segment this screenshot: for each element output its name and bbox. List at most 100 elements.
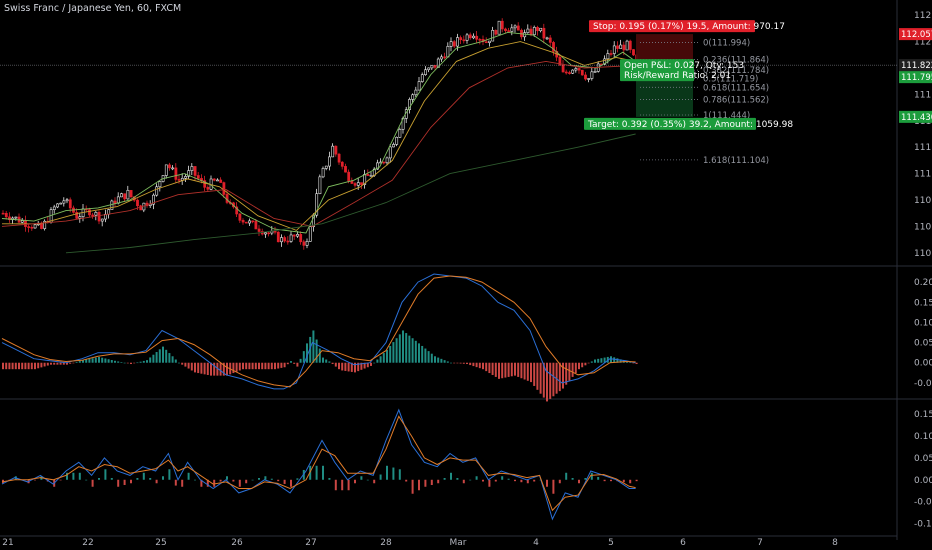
price-tag xyxy=(899,71,932,84)
histogram-bar xyxy=(312,330,315,363)
candle-body xyxy=(302,241,306,246)
histogram-bar xyxy=(405,333,408,363)
histogram-bar xyxy=(200,479,203,487)
indicator-axis-label: -0.0500 xyxy=(914,498,932,508)
histogram-bar xyxy=(402,330,404,363)
indicator-axis-label: 0.0500 xyxy=(914,339,932,349)
candle-body xyxy=(532,27,536,36)
candle-body xyxy=(27,226,31,228)
histogram-bar xyxy=(549,362,552,399)
histogram-bar xyxy=(366,362,369,368)
histogram-bar xyxy=(558,479,561,484)
candle-body xyxy=(424,69,427,75)
histogram-bar xyxy=(565,362,568,385)
candle-body xyxy=(206,187,210,190)
candle-body xyxy=(113,200,117,204)
candle-body xyxy=(584,74,587,80)
candle-body xyxy=(136,199,139,207)
fib-level-label: 0.236(111.864) xyxy=(703,56,769,66)
histogram-bar xyxy=(610,356,612,363)
histogram-bar xyxy=(597,476,600,480)
histogram-bar xyxy=(325,359,328,363)
histogram-bar xyxy=(360,362,363,370)
histogram-bar xyxy=(392,342,395,363)
candle-body xyxy=(267,232,271,235)
histogram-bar xyxy=(293,362,296,364)
candle-body xyxy=(190,166,194,171)
candle-body xyxy=(123,193,127,200)
histogram-bar xyxy=(261,362,264,370)
histogram-bar xyxy=(142,472,145,480)
histogram-bar xyxy=(632,362,635,364)
candle-body xyxy=(94,212,98,216)
candle-body xyxy=(580,69,584,76)
candle-body xyxy=(318,176,322,195)
histogram-bar xyxy=(194,362,196,373)
price-axis-label: 111.000 xyxy=(914,170,932,180)
histogram-bar xyxy=(379,356,382,363)
histogram-bar xyxy=(258,478,260,480)
candle-body xyxy=(590,71,594,79)
time-axis-label: 28 xyxy=(380,538,392,548)
moving-average-line xyxy=(1,31,636,234)
candle-body xyxy=(513,25,517,29)
histogram-bar xyxy=(78,472,81,480)
candle-body xyxy=(571,69,575,74)
histogram-bar xyxy=(56,362,59,365)
indicator-line xyxy=(1,275,636,388)
histogram-bar xyxy=(462,362,465,364)
histogram-bar xyxy=(72,472,75,480)
candle-body xyxy=(548,37,552,43)
histogram-bar xyxy=(494,479,497,482)
histogram-bar xyxy=(344,362,347,371)
histogram-bar xyxy=(424,348,427,363)
histogram-bar xyxy=(334,479,337,491)
candle-body xyxy=(433,65,437,68)
histogram-bar xyxy=(376,359,379,363)
histogram-bar xyxy=(475,476,478,480)
histogram-bar xyxy=(165,349,168,363)
candle-body xyxy=(456,37,459,47)
histogram-bar xyxy=(526,479,529,484)
histogram-bar xyxy=(635,362,638,365)
candle-body xyxy=(276,231,280,243)
histogram-bar xyxy=(152,354,155,363)
candle-body xyxy=(65,199,69,202)
histogram-bar xyxy=(418,479,420,491)
histogram-bar xyxy=(133,362,136,364)
time-axis-label: 5 xyxy=(608,538,614,548)
histogram-bar xyxy=(194,479,196,481)
histogram-bar xyxy=(366,479,369,481)
histogram-bar xyxy=(72,362,75,364)
moving-average-line xyxy=(1,60,636,227)
candle-body xyxy=(577,68,581,71)
candle-body xyxy=(542,27,546,39)
histogram-bar xyxy=(27,362,30,370)
histogram-bar xyxy=(578,362,580,370)
histogram-bar xyxy=(232,362,235,374)
histogram-bar xyxy=(296,362,299,367)
candle-body xyxy=(612,45,616,54)
target-label-box xyxy=(584,117,756,130)
histogram-bar xyxy=(130,479,132,484)
candle-body xyxy=(305,241,309,246)
histogram-bar xyxy=(155,479,158,484)
histogram-bar xyxy=(206,362,209,375)
histogram-bar xyxy=(149,357,152,363)
histogram-bar xyxy=(245,362,248,370)
price-axis-label: 112.200 xyxy=(914,11,932,21)
candle-body xyxy=(328,156,331,167)
candle-body xyxy=(30,226,34,229)
candle-body xyxy=(4,212,8,218)
time-axis-label: 22 xyxy=(82,538,93,548)
histogram-bar xyxy=(350,362,353,372)
histogram-bar xyxy=(539,362,542,394)
candle-body xyxy=(257,228,261,232)
histogram-bar xyxy=(226,476,228,480)
candle-body xyxy=(398,129,402,138)
histogram-bar xyxy=(94,357,97,363)
candle-body xyxy=(606,53,610,60)
histogram-bar xyxy=(341,362,344,371)
candle-body xyxy=(568,72,571,74)
